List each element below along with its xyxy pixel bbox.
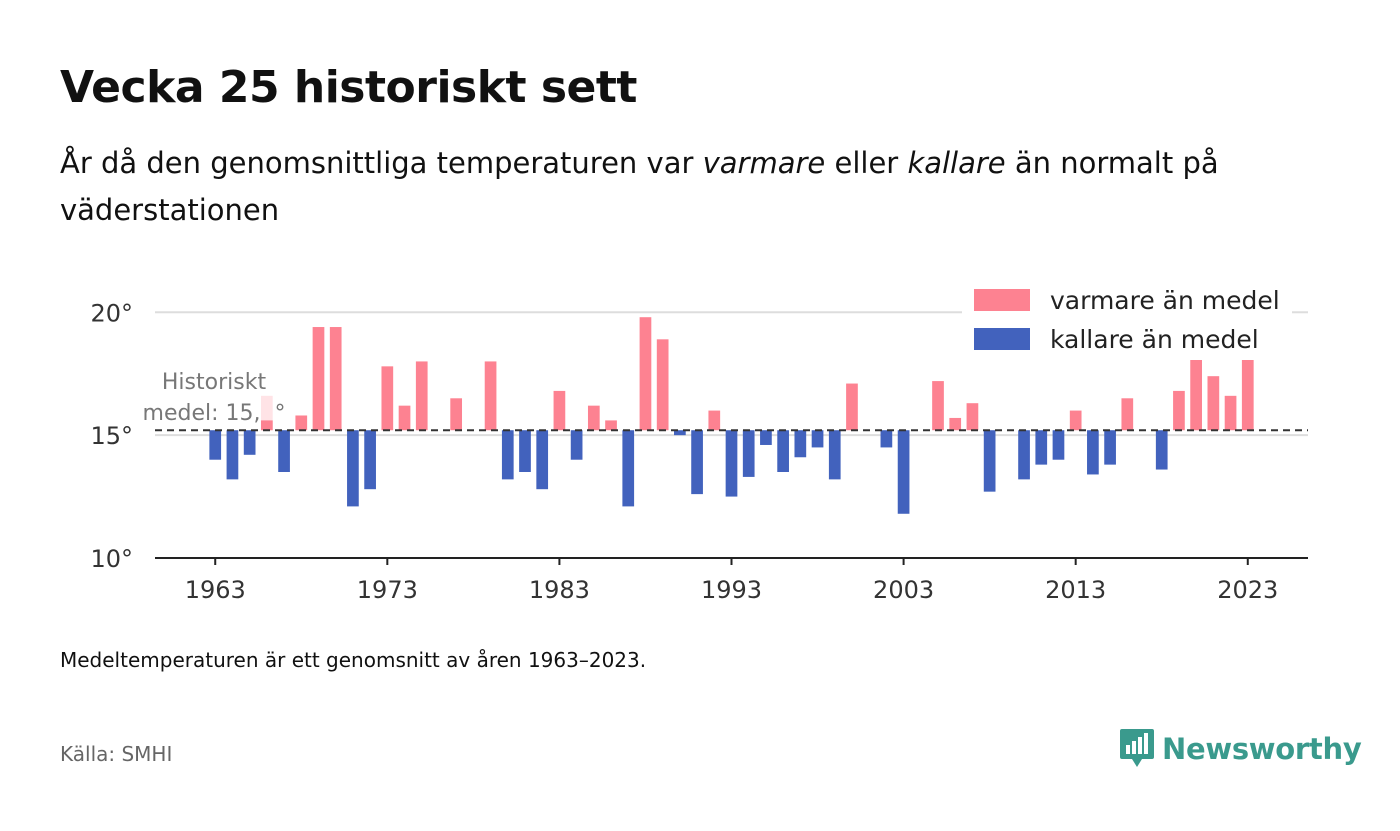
cold-bar — [777, 430, 789, 472]
warm-bar — [1121, 398, 1134, 431]
highlight-bar — [261, 395, 273, 431]
cold-bar — [519, 430, 531, 472]
cold-bar — [880, 430, 893, 448]
cold-bar — [725, 430, 738, 497]
cold-bar — [674, 430, 686, 436]
warm-bar — [966, 403, 979, 431]
warm-bar — [1207, 376, 1220, 431]
x-tick-label: 1973 — [357, 576, 418, 604]
warm-bar — [261, 420, 273, 431]
warm-bar — [1173, 390, 1185, 431]
x-tick-label: 1983 — [529, 576, 590, 604]
legend-label-warm: varmare än medel — [1050, 286, 1280, 315]
subtitle-warm-word: varmare — [702, 146, 826, 180]
brand-name: Newsworthy — [1162, 732, 1362, 766]
cold-bar — [794, 430, 807, 458]
warm-bar — [553, 390, 566, 431]
cold-bar — [347, 430, 359, 507]
legend-swatch-warm — [974, 289, 1030, 311]
cold-bar — [209, 430, 222, 460]
warm-bar — [846, 383, 858, 431]
cold-bar — [570, 430, 583, 460]
warm-bar — [415, 361, 428, 431]
warm-bar — [484, 361, 497, 431]
warm-bar — [587, 405, 600, 431]
cold-bar — [983, 430, 996, 492]
brand-logo: Newsworthy — [1118, 727, 1362, 771]
warm-bar — [932, 381, 944, 431]
baseline-label-line-1: Historiskt — [162, 370, 267, 395]
source-label: Källa: SMHI — [60, 742, 173, 766]
warm-bar — [329, 327, 342, 431]
warm-bar — [949, 417, 962, 431]
warm-bar — [605, 420, 617, 431]
cold-bar — [828, 430, 841, 480]
cold-bar — [897, 430, 910, 514]
newsworthy-logo-icon — [1120, 729, 1154, 767]
legend-label-cold: kallare än medel — [1050, 325, 1259, 354]
y-tick-label: 20° — [90, 299, 133, 327]
cold-bar — [811, 430, 824, 448]
x-tick-label: 2003 — [873, 576, 934, 604]
subtitle-cold-word: kallare — [907, 146, 1006, 180]
subtitle-part-3: än normalt på väderstationen — [60, 146, 1219, 227]
warm-bar — [639, 317, 652, 431]
warm-bar — [450, 398, 463, 431]
x-tick-label: 1963 — [185, 576, 246, 604]
warm-bar — [398, 405, 411, 431]
chart-subtitle: År då den genomsnittliga temperaturen va… — [60, 140, 1320, 234]
y-tick-label: 10° — [90, 545, 133, 573]
subtitle-part-1: År då den genomsnittliga temperaturen va… — [60, 146, 703, 180]
cold-bar — [226, 430, 239, 480]
cold-bar — [742, 430, 755, 477]
y-tick-label: 15° — [90, 422, 133, 450]
warm-bar — [1224, 395, 1237, 431]
cold-bar — [364, 430, 376, 490]
cold-bar — [536, 430, 549, 490]
cold-bar — [501, 430, 514, 480]
warm-bar — [1190, 358, 1202, 431]
subtitle-part-2: eller — [825, 146, 908, 180]
cold-bar — [1087, 430, 1099, 475]
x-tick-label: 2013 — [1045, 576, 1106, 604]
x-tick-label: 1993 — [701, 576, 762, 604]
cold-bar — [1052, 430, 1065, 460]
legend-swatch-cold — [974, 328, 1030, 350]
warm-bar — [656, 339, 669, 431]
warm-bar — [1241, 358, 1254, 431]
cold-bar — [691, 430, 703, 495]
x-tick-label: 2023 — [1217, 576, 1278, 604]
chart-title: Vecka 25 historiskt sett — [60, 62, 637, 113]
cold-bar — [1155, 430, 1168, 470]
cold-bar — [622, 430, 635, 507]
warm-bar — [312, 327, 325, 431]
warm-bar — [295, 415, 308, 431]
footnote: Medeltemperaturen är ett genomsnitt av å… — [60, 648, 647, 672]
cold-bar — [1104, 430, 1116, 465]
warm-bar — [708, 410, 721, 431]
cold-bar — [1035, 430, 1048, 465]
cold-bar — [1018, 430, 1030, 480]
warm-bar — [381, 366, 394, 431]
warm-bar — [1069, 410, 1082, 431]
cold-bar — [278, 430, 290, 472]
cold-bar — [760, 430, 772, 445]
cold-bar — [243, 430, 256, 455]
